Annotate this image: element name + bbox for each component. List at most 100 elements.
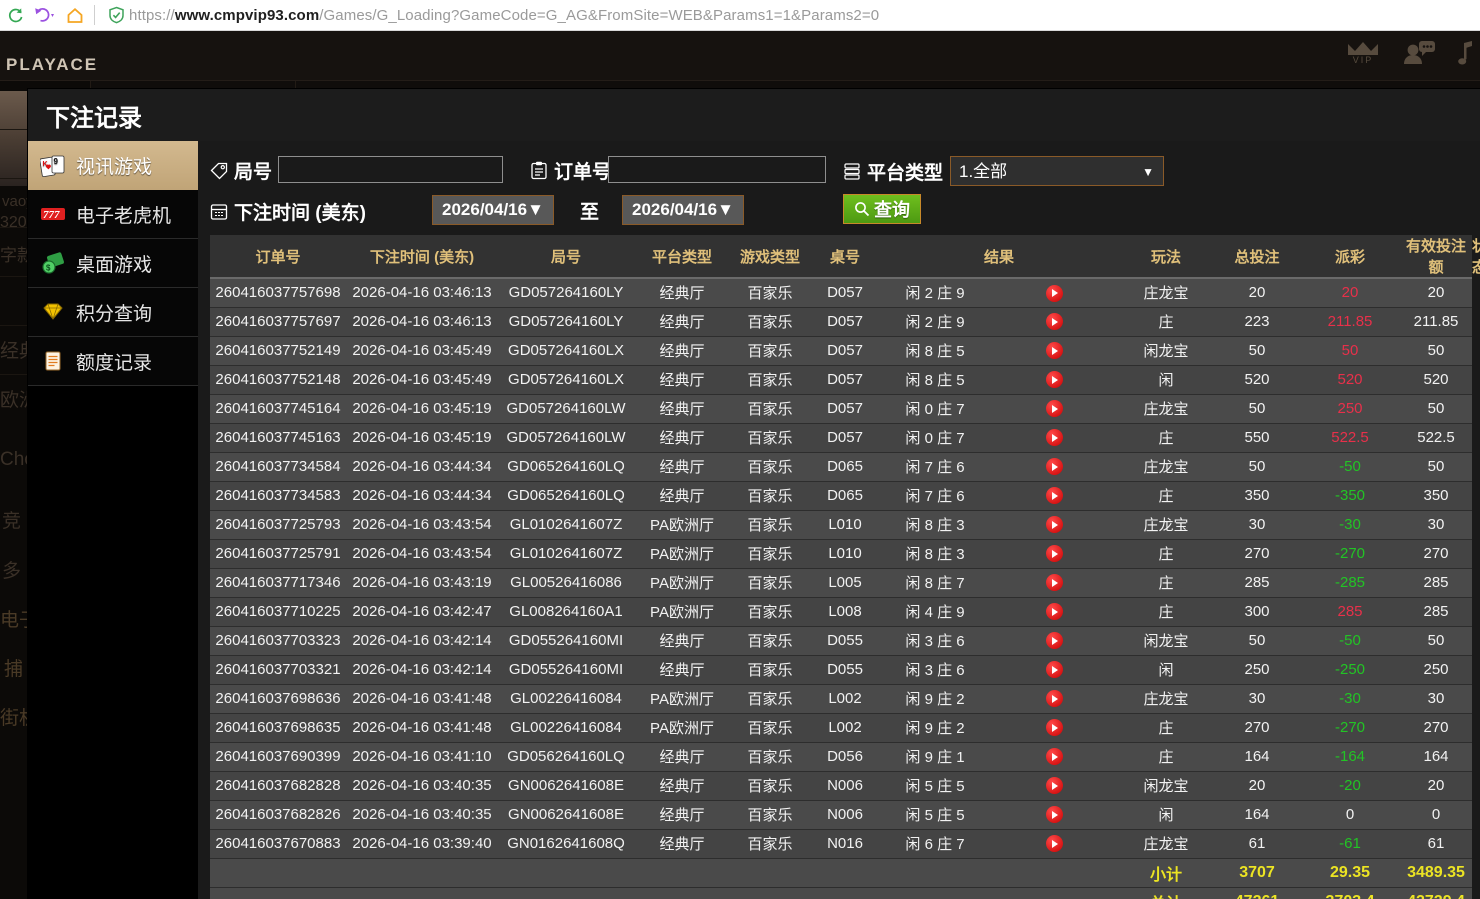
sidebar-item-credit-record[interactable]: 额度记录: [28, 337, 198, 386]
site-security-button[interactable]: [103, 6, 129, 24]
cell-replay[interactable]: [990, 423, 1119, 453]
play-video-icon[interactable]: [1045, 313, 1063, 331]
sidebar-item-live-games[interactable]: K 9 视讯游戏: [28, 141, 214, 190]
cell-bet-time: 2026-04-16 03:41:48: [346, 713, 498, 743]
cell-replay[interactable]: [990, 365, 1119, 395]
table-footer-row: 小计 3707 29.35 3489.35: [210, 858, 1473, 888]
cell-replay[interactable]: [990, 684, 1119, 714]
cell-total-bet: 61: [1214, 829, 1301, 859]
play-video-icon[interactable]: [1045, 429, 1063, 447]
cell-payout: -30: [1300, 684, 1401, 714]
play-video-icon[interactable]: [1045, 487, 1063, 505]
cell-replay[interactable]: [990, 626, 1119, 656]
cell-replay[interactable]: [990, 713, 1119, 743]
cell-valid-bet: 285: [1400, 597, 1473, 627]
play-video-icon[interactable]: [1045, 748, 1063, 766]
cell-order-no: 260416037757698: [210, 278, 346, 308]
play-video-icon[interactable]: [1045, 516, 1063, 534]
order-number-input[interactable]: [608, 156, 826, 183]
footer-total-bet: 3707: [1214, 858, 1301, 888]
vip-button[interactable]: VIP: [1346, 41, 1380, 65]
platform-type-select[interactable]: 1.全部: [950, 156, 1164, 186]
col-total-bet: 总投注: [1214, 235, 1301, 279]
cell-replay[interactable]: [990, 452, 1119, 482]
cell-replay[interactable]: [990, 336, 1119, 366]
support-chat-button[interactable]: [1402, 39, 1436, 67]
home-button[interactable]: [60, 0, 90, 30]
cell-order-no: 260416037703321: [210, 655, 346, 685]
date-to-picker[interactable]: 2026/04/16▼: [622, 195, 744, 225]
cell-replay[interactable]: [990, 307, 1119, 337]
cell-bet-time: 2026-04-16 03:42:47: [346, 597, 498, 627]
cell-replay[interactable]: [990, 510, 1119, 540]
cell-result: 闲 6 庄 7: [880, 829, 990, 859]
site-logo[interactable]: PLAYACE: [6, 55, 98, 75]
music-toggle-button[interactable]: [1458, 39, 1474, 67]
play-video-icon[interactable]: [1045, 342, 1063, 360]
play-video-icon[interactable]: [1045, 835, 1063, 853]
cell-replay[interactable]: [990, 394, 1119, 424]
cell-game-type: 百家乐: [730, 800, 810, 830]
sidebar-item-table-games[interactable]: $ 桌面游戏: [28, 239, 198, 288]
browser-toolbar: https://www.cmpvip93.com/Games/G_Loading…: [0, 0, 1480, 31]
sidebar-item-points[interactable]: 积分查询: [28, 288, 198, 337]
cell-payout: -250: [1300, 655, 1401, 685]
cell-bet-type: 庄: [1118, 307, 1215, 337]
cell-total-bet: 300: [1214, 597, 1301, 627]
cell-platform: PA欧洲厅: [634, 568, 730, 598]
logo-text: PLAYACE: [6, 55, 99, 74]
table-row: 260416037698636 2026-04-16 03:41:48 GL0022…: [210, 684, 1473, 714]
play-video-icon[interactable]: [1045, 458, 1063, 476]
play-video-icon[interactable]: [1045, 371, 1063, 389]
cell-valid-bet: 164: [1400, 742, 1473, 772]
play-video-icon[interactable]: [1045, 603, 1063, 621]
date-from-picker[interactable]: 2026/04/16▼: [432, 195, 554, 225]
cell-result: 闲 8 庄 5: [880, 365, 990, 395]
cell-platform: PA欧洲厅: [634, 597, 730, 627]
cell-table-no: L002: [810, 684, 880, 714]
cell-round-no: GL00226416084: [498, 684, 634, 714]
cell-table-no: L010: [810, 539, 880, 569]
cell-total-bet: 50: [1214, 626, 1301, 656]
order-filter-group: 订单号: [530, 157, 611, 184]
footer-label: 小计: [1118, 858, 1215, 888]
cell-replay[interactable]: [990, 655, 1119, 685]
address-bar[interactable]: https://www.cmpvip93.com/Games/G_Loading…: [129, 7, 879, 24]
footer-spacer: [210, 887, 990, 899]
sidebar-item-slots[interactable]: 777 电子老虎机: [28, 190, 198, 239]
cell-replay[interactable]: [990, 568, 1119, 598]
date-filter-group: 下注时间 (美东): [210, 198, 366, 225]
back-button[interactable]: [30, 0, 60, 30]
play-video-icon[interactable]: [1045, 806, 1063, 824]
cell-bet-time: 2026-04-16 03:41:48: [346, 684, 498, 714]
table-game-icon: $: [40, 251, 66, 275]
play-video-icon[interactable]: [1045, 400, 1063, 418]
table-row: 260416037757697 2026-04-16 03:46:13 GD0572…: [210, 307, 1473, 337]
cell-replay[interactable]: [990, 771, 1119, 801]
play-video-icon[interactable]: [1045, 284, 1063, 302]
reload-button[interactable]: [0, 0, 30, 30]
play-video-icon[interactable]: [1045, 632, 1063, 650]
cell-total-bet: 30: [1214, 684, 1301, 714]
cell-replay[interactable]: [990, 800, 1119, 830]
site-header: PLAYACE VIP: [0, 31, 1480, 81]
footer-spacer: [990, 858, 1119, 888]
round-number-input[interactable]: [278, 156, 503, 183]
cards-icon: K 9: [40, 154, 66, 178]
slot-machine-icon: 777: [40, 202, 66, 226]
play-video-icon[interactable]: [1045, 661, 1063, 679]
play-video-icon[interactable]: [1045, 574, 1063, 592]
cell-replay[interactable]: [990, 597, 1119, 627]
table-header: 订单号 下注时间 (美东) 局号 平台类型 游戏类型 桌号 结果 玩法 总投注 …: [210, 235, 1480, 279]
play-video-icon[interactable]: [1045, 719, 1063, 737]
cell-replay[interactable]: [990, 829, 1119, 859]
play-video-icon[interactable]: [1045, 777, 1063, 795]
cell-replay[interactable]: [990, 539, 1119, 569]
query-button[interactable]: 查询: [843, 194, 921, 224]
cell-replay[interactable]: [990, 742, 1119, 772]
cell-replay[interactable]: [990, 278, 1119, 308]
play-video-icon[interactable]: [1045, 545, 1063, 563]
play-video-icon[interactable]: [1045, 690, 1063, 708]
cell-replay[interactable]: [990, 481, 1119, 511]
cell-result: 闲 8 庄 5: [880, 336, 990, 366]
